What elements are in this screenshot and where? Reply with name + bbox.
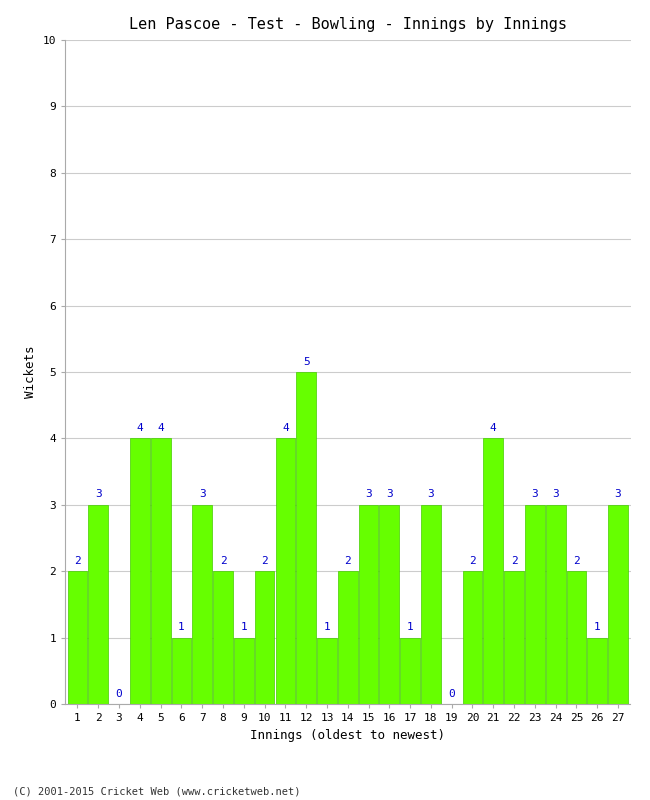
Bar: [525, 505, 545, 704]
Bar: [608, 505, 628, 704]
Bar: [213, 571, 233, 704]
Bar: [567, 571, 586, 704]
Bar: [400, 638, 420, 704]
Text: (C) 2001-2015 Cricket Web (www.cricketweb.net): (C) 2001-2015 Cricket Web (www.cricketwe…: [13, 786, 300, 796]
Bar: [88, 505, 108, 704]
Bar: [192, 505, 212, 704]
Bar: [68, 571, 87, 704]
Text: 3: 3: [532, 490, 538, 499]
Bar: [484, 438, 503, 704]
Text: 4: 4: [490, 423, 497, 433]
Text: 2: 2: [469, 556, 476, 566]
Bar: [151, 438, 170, 704]
Text: 2: 2: [344, 556, 351, 566]
Text: 3: 3: [199, 490, 205, 499]
Bar: [504, 571, 524, 704]
Bar: [296, 372, 316, 704]
Bar: [588, 638, 607, 704]
Text: 2: 2: [573, 556, 580, 566]
Text: 0: 0: [448, 689, 455, 698]
Bar: [359, 505, 378, 704]
Text: 0: 0: [116, 689, 122, 698]
Bar: [130, 438, 150, 704]
Bar: [421, 505, 441, 704]
Bar: [338, 571, 358, 704]
Text: 2: 2: [220, 556, 226, 566]
Bar: [172, 638, 191, 704]
Y-axis label: Wickets: Wickets: [24, 346, 37, 398]
Text: 3: 3: [365, 490, 372, 499]
Text: 4: 4: [136, 423, 143, 433]
Text: 1: 1: [178, 622, 185, 632]
Text: 3: 3: [615, 490, 621, 499]
Text: 1: 1: [240, 622, 247, 632]
Text: 3: 3: [95, 490, 101, 499]
Text: 2: 2: [74, 556, 81, 566]
Text: 3: 3: [552, 490, 559, 499]
Text: 3: 3: [428, 490, 434, 499]
Text: 2: 2: [511, 556, 517, 566]
Bar: [463, 571, 482, 704]
Bar: [276, 438, 295, 704]
Bar: [255, 571, 274, 704]
Text: 5: 5: [303, 357, 309, 366]
Bar: [380, 505, 399, 704]
Text: 3: 3: [386, 490, 393, 499]
Text: 4: 4: [282, 423, 289, 433]
Bar: [317, 638, 337, 704]
Text: 2: 2: [261, 556, 268, 566]
Text: 4: 4: [157, 423, 164, 433]
Text: 1: 1: [407, 622, 413, 632]
Text: 1: 1: [594, 622, 601, 632]
Text: 1: 1: [324, 622, 330, 632]
Bar: [234, 638, 254, 704]
Bar: [546, 505, 566, 704]
X-axis label: Innings (oldest to newest): Innings (oldest to newest): [250, 729, 445, 742]
Title: Len Pascoe - Test - Bowling - Innings by Innings: Len Pascoe - Test - Bowling - Innings by…: [129, 17, 567, 32]
